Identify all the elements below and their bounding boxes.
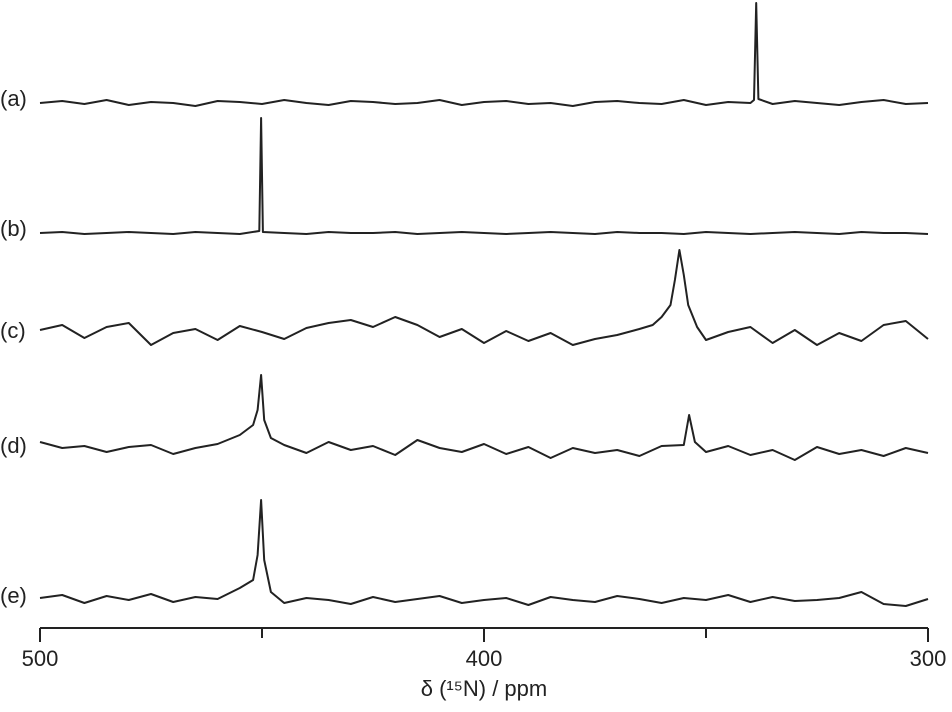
spectrum (39, 117, 929, 235)
series-label: (a) (0, 86, 27, 111)
series-label: (c) (0, 318, 26, 343)
x-tick-label: 500 (22, 646, 59, 671)
x-axis-title: δ (¹⁵N) / ppm (421, 676, 547, 701)
x-tick-label: 400 (466, 646, 503, 671)
series-label: (d) (0, 433, 27, 458)
spectrum (39, 2, 929, 107)
spectrum (39, 249, 929, 346)
x-tick-label: 300 (910, 646, 947, 671)
spectrum (39, 374, 929, 461)
spectrum (39, 499, 929, 607)
series-label: (e) (0, 583, 27, 608)
series-label: (b) (0, 216, 27, 241)
